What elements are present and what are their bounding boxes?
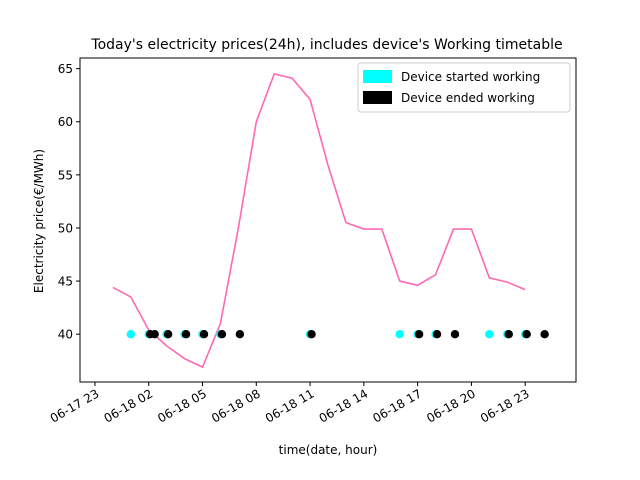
- y-tick-label: 45: [58, 275, 73, 289]
- device-end-marker: [163, 330, 173, 339]
- legend: Device started working Device ended worki…: [357, 62, 571, 113]
- device-end-marker: [522, 330, 531, 339]
- y-tick-label: 40: [58, 328, 73, 342]
- y-axis: 40 45 50 55 60 65: [58, 62, 80, 342]
- x-tick-label: 06-18 14: [317, 386, 371, 425]
- device-end-marker: [235, 330, 245, 339]
- device-end-marker: [217, 330, 227, 339]
- x-tick-label: 06-18 11: [263, 386, 317, 425]
- device-end-marker: [414, 330, 424, 339]
- y-tick-label: 50: [58, 221, 73, 235]
- x-tick-label: 06-18 20: [424, 386, 478, 425]
- device-end-marker: [307, 330, 316, 339]
- x-tick-label: 06-18 17: [370, 386, 424, 425]
- device-end-marker: [199, 330, 209, 339]
- x-axis-label: time(date, hour): [279, 443, 378, 457]
- y-tick-label: 55: [58, 168, 73, 182]
- x-tick-label: 06-18 23: [478, 386, 532, 425]
- x-tick-label: 06-18 02: [101, 386, 155, 425]
- legend-label: Device ended working: [401, 91, 535, 105]
- device-end-marker: [450, 330, 460, 339]
- device-end-marker: [181, 330, 191, 339]
- legend-swatch: [363, 91, 392, 104]
- chart-title: Today's electricity prices(24h), include…: [90, 37, 562, 53]
- legend-box: [357, 62, 571, 113]
- device-start-marker: [485, 330, 494, 339]
- device-end-marker: [540, 330, 549, 339]
- device-start-marker: [126, 330, 135, 339]
- legend-swatch: [363, 70, 392, 83]
- plot-area: [79, 57, 577, 383]
- price-line: [112, 72, 526, 369]
- y-tick-label: 60: [58, 115, 73, 129]
- x-tick-label: 06-18 05: [155, 386, 209, 425]
- x-tick-label: 06-17 23: [48, 386, 102, 425]
- device-end-marker: [150, 330, 159, 339]
- legend-label: Device started working: [401, 70, 540, 84]
- device-end-marker: [504, 330, 513, 339]
- y-tick-label: 65: [58, 62, 73, 76]
- y-axis-label: Electricity price(€/MWh): [32, 149, 46, 293]
- x-axis: 06-17 23 06-18 02 06-18 05 06-18 08 06-18 11…: [48, 382, 532, 426]
- x-tick-label: 06-18 08: [209, 386, 263, 425]
- device-end-marker: [432, 330, 442, 339]
- device-start-marker: [395, 330, 404, 339]
- plot-frame: [79, 57, 577, 383]
